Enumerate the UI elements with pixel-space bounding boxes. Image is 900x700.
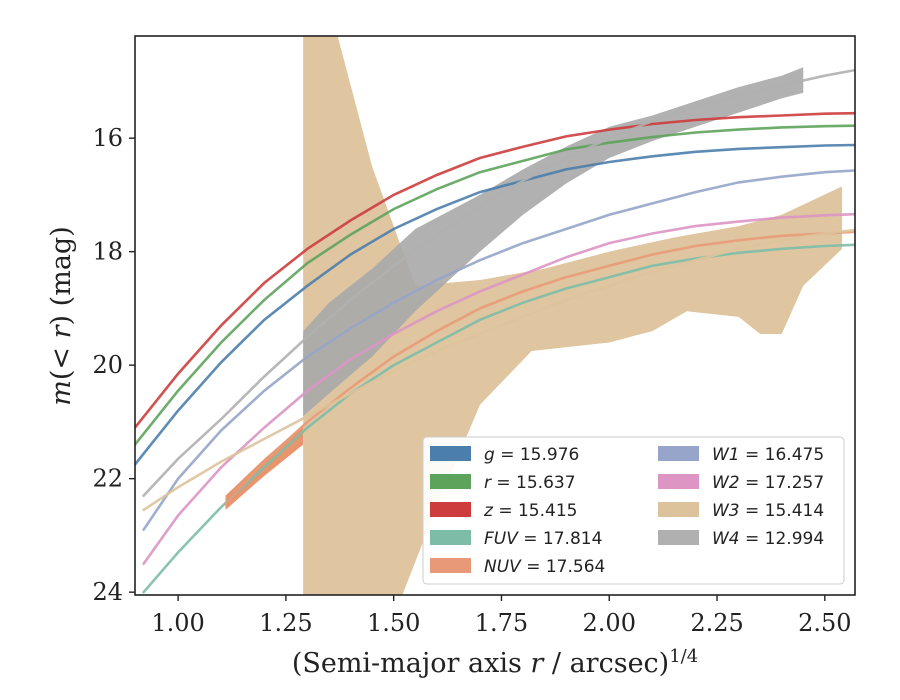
y-tick-label: 16 [92,124,123,152]
x-tick-label: 1.25 [259,609,312,637]
y-tick-label: 22 [92,465,123,493]
legend-entry-label: W4 = 12.994 [712,529,824,549]
legend-swatch [658,502,699,517]
y-axis-label: m(< r) (mag) [46,226,77,405]
series-line-1 [135,124,855,446]
x-tick-label: 2.25 [690,609,743,637]
legend-swatch [658,530,699,545]
legend-swatch [430,502,471,517]
legend: g = 15.976 r = 15.637 z = 15.415 FUV = 17.8… [422,436,845,585]
legend-swatch [430,474,471,489]
x-tick-label: 1.00 [151,609,204,637]
band-1 [303,67,804,417]
legend-entry-label: r = 15.637 [484,473,576,493]
x-tick-label: 1.50 [367,609,420,637]
legend-swatch [430,446,471,461]
legend-box [422,436,845,585]
x-tick-label: 2.50 [798,609,851,637]
x-tick-label: 2.00 [583,609,636,637]
series-line-2 [135,111,855,429]
legend-entry-label: g = 15.976 [484,445,579,465]
series-line-3 [142,243,855,594]
legend-entry-label: W3 = 15.414 [712,501,824,521]
series-line-8 [142,68,855,497]
legend-swatch [430,530,471,545]
series-line-0 [135,143,855,466]
plot-frame [134,35,856,596]
series-line-5 [142,169,855,531]
legend-entry-label: W1 = 16.475 [712,445,824,465]
legend-swatch [658,446,699,461]
y-tick-label: 18 [92,238,123,266]
series-line-6 [142,212,855,566]
profile-curves [135,68,855,594]
legend-entry-label: W2 = 17.257 [712,473,824,493]
y-axis: 16 18 20 22 24 [92,124,135,606]
y-tick-label: 24 [92,578,123,606]
x-axis: 1.00 1.25 1.50 1.75 2.00 2.25 2.50 [151,595,852,637]
series-line-7 [142,228,855,512]
legend-entry-label: FUV = 17.814 [484,529,602,549]
y-tick-label: 20 [92,351,123,379]
legend-swatch [430,558,471,573]
legend-entry-label: NUV = 17.564 [484,557,605,577]
x-tick-label: 1.75 [475,609,528,637]
x-axis-label: (Semi-major axis r / arcsec)1/4 [292,646,698,679]
legend-entry-label: z = 15.415 [483,501,577,521]
legend-swatch [658,474,699,489]
